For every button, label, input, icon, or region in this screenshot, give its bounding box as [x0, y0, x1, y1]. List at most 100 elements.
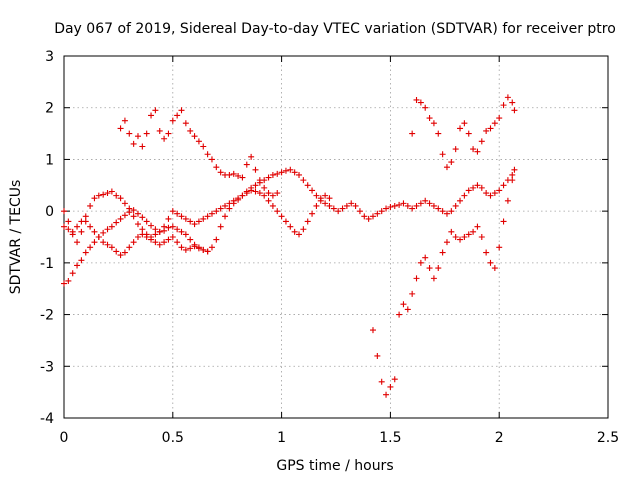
data-point [474, 223, 481, 230]
data-point [235, 195, 242, 202]
data-point [148, 236, 155, 243]
data-point [391, 376, 398, 383]
data-point [82, 249, 89, 256]
data-point [134, 133, 141, 140]
data-point [500, 182, 507, 189]
data-point [243, 161, 250, 168]
data-point [304, 218, 311, 225]
data-point [430, 202, 437, 209]
data-point [195, 218, 202, 225]
data-point [265, 190, 272, 197]
y-tick-label: -4 [40, 411, 54, 427]
data-point [113, 192, 120, 199]
data-point [104, 241, 111, 248]
data-point [121, 200, 128, 207]
data-point [61, 280, 67, 287]
data-points [61, 94, 518, 398]
data-point [426, 200, 433, 207]
data-point [291, 169, 298, 176]
data-point [108, 188, 115, 195]
data-point [448, 228, 455, 235]
data-point [252, 182, 259, 189]
data-point [130, 207, 137, 214]
x-tick-label: 0 [60, 430, 69, 446]
data-point [143, 130, 150, 137]
data-point [278, 169, 285, 176]
data-point [165, 236, 172, 243]
data-point [152, 239, 159, 246]
data-point [161, 239, 168, 246]
data-point [422, 197, 429, 204]
data-point [130, 213, 137, 220]
data-point [509, 171, 516, 178]
data-point [430, 275, 437, 282]
data-point [74, 239, 81, 246]
data-point [126, 244, 133, 251]
data-point [100, 229, 107, 236]
data-point [470, 184, 477, 191]
data-point [509, 99, 516, 106]
data-point [474, 182, 481, 189]
data-point [511, 166, 518, 173]
data-point [117, 125, 124, 132]
data-point [457, 236, 464, 243]
data-point [313, 192, 320, 199]
data-point [470, 228, 477, 235]
data-point [152, 231, 159, 238]
data-point [121, 212, 128, 219]
data-point [191, 243, 198, 250]
data-point [383, 205, 390, 212]
data-point [274, 170, 281, 177]
data-point [217, 169, 224, 176]
data-point [204, 151, 211, 158]
data-point [491, 120, 498, 127]
data-point [74, 262, 81, 269]
data-point [326, 195, 333, 202]
data-point [435, 265, 442, 272]
data-point [400, 301, 407, 308]
data-point [100, 239, 107, 246]
tick-layer: 0 0.5 1 1.5 2 2.5 -4 -3 -2 -1 0 1 2 3 [40, 49, 619, 446]
data-point [239, 174, 246, 181]
y-tick-label: 0 [45, 204, 54, 220]
data-point [511, 107, 518, 114]
x-tick-label: 2.5 [597, 430, 619, 446]
data-point [182, 215, 189, 222]
data-point [256, 190, 263, 197]
data-point [61, 208, 67, 215]
data-point [265, 197, 272, 204]
data-point [265, 174, 272, 181]
data-point [65, 226, 72, 233]
data-point [222, 213, 229, 220]
data-point [139, 231, 146, 238]
data-point [230, 170, 237, 177]
data-point [309, 210, 316, 217]
data-point [465, 130, 472, 137]
data-point [226, 205, 233, 212]
data-point [296, 171, 303, 178]
plot-frame [63, 55, 609, 419]
y-tick-label: 3 [45, 49, 54, 65]
data-point [461, 192, 468, 199]
data-point [121, 117, 128, 124]
data-point [369, 213, 376, 220]
data-point [474, 148, 481, 155]
data-point [208, 210, 215, 217]
data-point [282, 167, 289, 174]
data-point [82, 213, 89, 220]
data-point [108, 223, 115, 230]
data-point [496, 187, 503, 194]
x-tick-label: 2 [495, 430, 504, 446]
x-tick-label: 0.5 [162, 430, 184, 446]
data-point [356, 208, 363, 215]
data-point [174, 239, 181, 246]
data-point [487, 125, 494, 132]
data-point [287, 166, 294, 173]
data-point [439, 208, 446, 215]
data-point [139, 143, 146, 150]
data-point [339, 205, 346, 212]
data-point [208, 156, 215, 163]
data-point [195, 138, 202, 145]
data-point [504, 94, 511, 101]
